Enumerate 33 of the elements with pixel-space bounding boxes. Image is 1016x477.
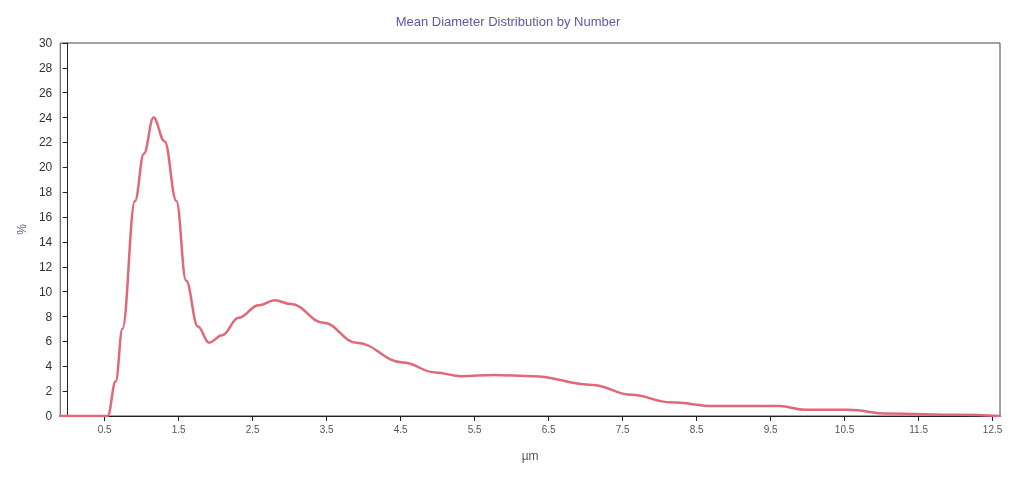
y-tick-label: 24	[38, 110, 53, 125]
y-tick-label: 6	[45, 334, 53, 349]
y-tick-label: 14	[38, 234, 53, 249]
x-tick-label: 6.5	[541, 423, 557, 435]
y-tick-label: 16	[38, 210, 53, 225]
chart-title: Mean Diameter Distribution by Number	[395, 14, 622, 29]
x-tick-label: 12.5	[982, 423, 1003, 435]
x-tick-label: 1.5	[171, 423, 187, 435]
y-tick-label: 26	[38, 85, 53, 100]
x-tick-label: 10.5	[834, 423, 855, 435]
x-axis-title: µm	[521, 449, 539, 463]
x-tick-label: 7.5	[615, 423, 631, 435]
x-tick-label: 4.5	[393, 423, 409, 435]
y-tick-label: 8	[45, 309, 53, 324]
x-tick-label: 9.5	[763, 423, 778, 435]
x-tick-label: 8.5	[689, 423, 704, 435]
y-tick-label: 10	[38, 284, 53, 299]
x-tick-label: 11.5	[909, 423, 929, 435]
x-tick-label: 5.5	[467, 423, 483, 435]
y-tick-label: 2	[45, 384, 53, 399]
y-tick-label: 28	[38, 60, 53, 75]
y-tick-label: 22	[38, 135, 53, 150]
x-tick-label: 3.5	[319, 423, 335, 435]
x-tick-label: 2.5	[245, 423, 261, 435]
y-tick-label: 30	[38, 36, 53, 50]
line-series	[59, 116, 1002, 418]
y-tick-label: 4	[45, 359, 53, 374]
x-tick-label: 0.5	[97, 423, 113, 435]
y-tick-label: 0	[45, 409, 53, 423]
y-tick-label: 12	[38, 259, 53, 274]
y-tick-label: 20	[38, 160, 53, 175]
y-axis-title: %	[15, 223, 29, 235]
y-tick-label: 18	[38, 185, 53, 200]
